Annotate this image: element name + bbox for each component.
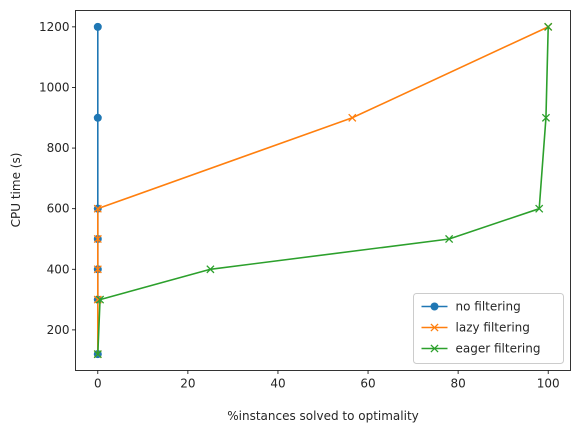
data-point: [93, 234, 102, 244]
plot-frame: [75, 10, 571, 371]
x-axis-label: %instances solved to optimality: [227, 409, 419, 423]
data-point: [206, 265, 215, 274]
data-point: [430, 323, 439, 332]
data-point: [95, 295, 105, 304]
data-point: [430, 344, 439, 353]
y-axis: 200 400 600 800 1000 1200: [39, 20, 76, 337]
x-tick-label: 20: [180, 377, 195, 391]
legend: no filtering lazy filtering eager filterin…: [413, 293, 564, 364]
y-tick-label: 600: [47, 202, 70, 216]
y-tick-label: 1200: [39, 20, 70, 34]
data-point: [93, 350, 102, 359]
series-eager-filtering: [93, 22, 553, 359]
data-point: [93, 204, 102, 213]
data-point: [93, 265, 102, 274]
legend-entry: no filtering: [456, 300, 521, 314]
data-point: [535, 204, 544, 213]
data-point: [430, 302, 439, 311]
x-tick-label: 40: [270, 377, 285, 391]
x-tick-label: 80: [450, 377, 465, 391]
data-point: [445, 234, 454, 244]
y-tick-label: 200: [47, 323, 70, 337]
y-tick-label: 800: [47, 141, 70, 155]
data-point: [93, 113, 102, 122]
x-axis: 0 20 40 60 80 100: [94, 370, 560, 391]
y-tick-label: 400: [47, 262, 70, 276]
x-tick-label: 0: [94, 377, 102, 391]
x-tick-label: 60: [360, 377, 375, 391]
data-point: [541, 113, 551, 122]
legend-entry: lazy filtering: [456, 321, 530, 335]
data-point: [93, 22, 102, 31]
data-point: [544, 22, 553, 31]
plot-area: [93, 22, 553, 359]
data-point: [348, 113, 357, 122]
x-tick-label: 100: [537, 377, 560, 391]
y-axis-label: CPU time (s): [9, 153, 23, 228]
y-tick-label: 1000: [39, 80, 70, 94]
legend-box: [413, 293, 564, 364]
legend-entry: eager filtering: [456, 342, 541, 356]
